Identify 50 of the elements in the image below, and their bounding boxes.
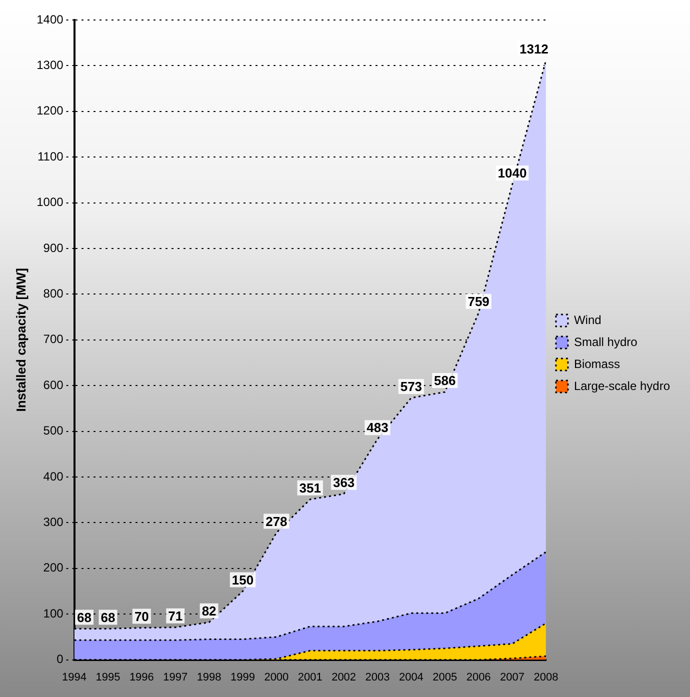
total-label: 483 xyxy=(366,420,388,436)
total-label: 351 xyxy=(299,480,321,496)
y-tick-label: 1000 xyxy=(36,195,64,210)
legend-label: Wind xyxy=(574,312,602,327)
x-tick-label: 2005 xyxy=(432,671,458,684)
y-tick-label: 700 xyxy=(43,332,64,346)
total-label: 363 xyxy=(332,474,355,490)
total-label: 573 xyxy=(400,379,422,394)
total-label: 1040 xyxy=(498,166,527,181)
x-tick-label: 1995 xyxy=(96,671,120,684)
y-tick-label: 900 xyxy=(43,240,64,255)
y-tick-label: 400 xyxy=(43,469,64,484)
y-tick-label: 800 xyxy=(43,286,64,301)
x-tick-label: 1999 xyxy=(230,671,255,684)
x-tick-label: 2008 xyxy=(534,671,558,684)
x-tick-label: 2004 xyxy=(398,671,424,684)
x-tick-label: 2002 xyxy=(332,671,356,684)
total-label: 586 xyxy=(434,373,456,388)
y-tick-label: 0 xyxy=(56,652,64,666)
x-tick-label: 1998 xyxy=(196,671,222,684)
total-label: 759 xyxy=(468,294,490,310)
total-label: 278 xyxy=(266,514,288,529)
x-tick-label: 2001 xyxy=(298,671,322,684)
x-tick-label: 1994 xyxy=(62,671,87,684)
legend-label: Large-scale hydro xyxy=(574,378,670,393)
x-tick-label: 1996 xyxy=(129,671,154,684)
legend-label: Small hydro xyxy=(574,334,638,349)
y-tick-label: 100 xyxy=(43,606,64,620)
total-label: 82 xyxy=(202,603,216,618)
legend-label: Biomass xyxy=(574,356,620,371)
x-tick-label: 2007 xyxy=(500,671,524,684)
y-tick-label: 1400 xyxy=(36,12,64,26)
x-tick-label: 1997 xyxy=(163,671,188,684)
total-label: 1312 xyxy=(519,41,548,56)
total-label: 71 xyxy=(168,608,183,624)
x-tick-label: 2006 xyxy=(466,671,491,684)
y-tick-label: 300 xyxy=(43,515,64,530)
y-tick-label: 500 xyxy=(43,424,64,438)
x-tick-label: 2003 xyxy=(365,671,390,684)
y-tick-label: 1300 xyxy=(36,58,64,72)
x-tick-label: 2000 xyxy=(264,671,289,684)
total-label: 150 xyxy=(232,572,254,588)
total-label: 68 xyxy=(100,610,116,625)
total-label: 68 xyxy=(77,610,92,625)
y-tick-label: 200 xyxy=(43,560,64,575)
y-tick-label: 1100 xyxy=(37,149,64,164)
y-tick-label: 600 xyxy=(43,378,64,392)
y-axis-title: Installed capacity [MW] xyxy=(13,268,28,412)
total-label: 70 xyxy=(134,608,149,624)
y-tick-label: 1200 xyxy=(36,104,64,118)
